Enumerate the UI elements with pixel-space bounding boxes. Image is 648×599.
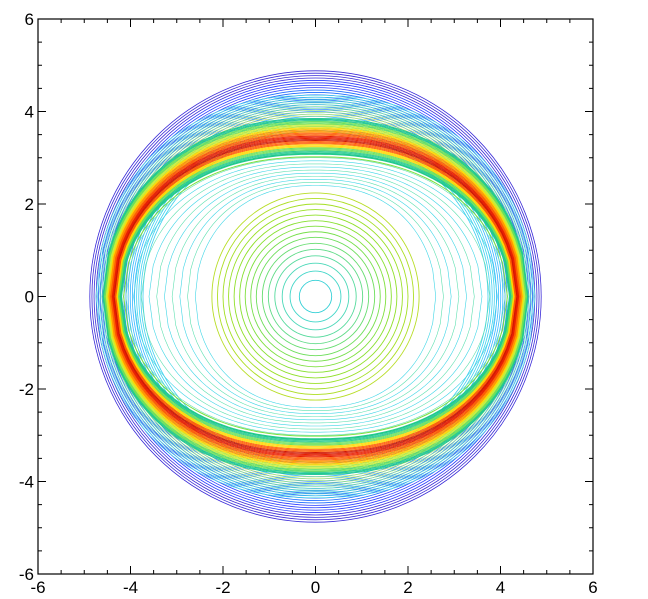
y-tick-label: 2 — [25, 195, 34, 214]
contour-line — [267, 248, 364, 345]
x-axis-tick-labels: -6 -4 -2 0 2 4 6 — [30, 578, 597, 597]
contour-line — [96, 96, 535, 497]
contour-line — [228, 209, 403, 384]
contour-line — [103, 120, 528, 473]
contour-line — [113, 139, 518, 454]
contour-line — [233, 214, 398, 379]
contour-line — [131, 118, 500, 475]
contour-line — [274, 255, 357, 338]
contour-line — [133, 160, 498, 433]
axis-ticks — [37, 18, 594, 575]
contour-line — [289, 270, 342, 323]
contour-line — [112, 137, 519, 456]
contour-line — [107, 128, 524, 465]
contour-line — [156, 169, 475, 424]
contour-line — [164, 172, 467, 421]
y-tick-label: 6 — [25, 10, 34, 29]
contour-line — [97, 80, 534, 513]
x-tick-label: -6 — [30, 578, 45, 597]
y-tick-label: 0 — [25, 288, 34, 307]
contour-line — [140, 163, 491, 430]
contour-line — [104, 122, 527, 471]
contour-line — [105, 123, 526, 470]
contour-line — [211, 192, 420, 401]
contour-line — [125, 157, 506, 436]
contour-line — [106, 126, 525, 467]
contour-line — [171, 175, 460, 418]
contour-line — [108, 129, 523, 464]
contour-line — [222, 203, 409, 390]
contour-line — [99, 100, 532, 493]
y-tick-label: -2 — [19, 380, 34, 399]
contour-line — [244, 225, 387, 368]
contour-line — [120, 153, 511, 440]
contour-line — [112, 136, 519, 457]
contour-line — [103, 121, 528, 472]
contour-line — [110, 132, 521, 461]
contour-line — [101, 102, 530, 491]
contour-line — [109, 130, 522, 463]
contour-line — [187, 182, 444, 411]
contour-line — [116, 145, 515, 448]
contour-line — [98, 98, 533, 495]
x-tick-label: -4 — [123, 578, 138, 597]
contour-line — [281, 262, 350, 331]
contour-line — [89, 70, 542, 523]
contour-line — [117, 147, 514, 446]
contour-line — [91, 72, 540, 521]
contour-line — [255, 236, 376, 357]
contour-line — [111, 135, 520, 458]
contour-line — [129, 116, 502, 477]
contour-line — [105, 124, 526, 469]
contour-line — [110, 133, 521, 460]
contour-line — [261, 242, 370, 351]
y-tick-label: -4 — [19, 473, 34, 492]
contour-line — [239, 220, 392, 373]
contour-line — [95, 77, 536, 516]
x-tick-label: -2 — [215, 578, 230, 597]
contour-line — [117, 146, 514, 447]
contour-line — [148, 166, 483, 427]
contour-line — [118, 148, 513, 445]
contour-group — [89, 70, 542, 523]
contour-line — [179, 179, 452, 414]
contour-line — [250, 231, 381, 362]
contour-line — [102, 117, 529, 476]
contour-line — [123, 156, 508, 437]
contour-line — [111, 134, 520, 459]
x-tick-label: 6 — [588, 578, 597, 597]
contour-line — [114, 141, 517, 452]
contour-line — [106, 125, 525, 468]
contour-line — [115, 142, 516, 451]
y-tick-label: -6 — [19, 565, 34, 584]
y-axis-tick-labels: -6 -4 -2 0 2 4 6 — [19, 10, 34, 584]
contour-line — [119, 149, 512, 444]
contour-line — [115, 143, 516, 450]
contour-line — [109, 131, 522, 462]
contour-line — [298, 279, 333, 314]
contour-line — [93, 75, 538, 518]
contour-line — [216, 197, 415, 396]
contour-line — [194, 185, 437, 408]
contour-line — [102, 119, 529, 474]
x-tick-label: 0 — [311, 578, 320, 597]
y-tick-label: 4 — [25, 103, 34, 122]
x-tick-label: 2 — [403, 578, 412, 597]
contour-line — [95, 94, 536, 499]
contour-line — [119, 150, 512, 443]
contour-line — [107, 127, 524, 466]
x-tick-label: 4 — [496, 578, 505, 597]
contour-line — [116, 144, 515, 449]
contour-line — [114, 140, 517, 453]
contour-lines — [89, 70, 542, 523]
